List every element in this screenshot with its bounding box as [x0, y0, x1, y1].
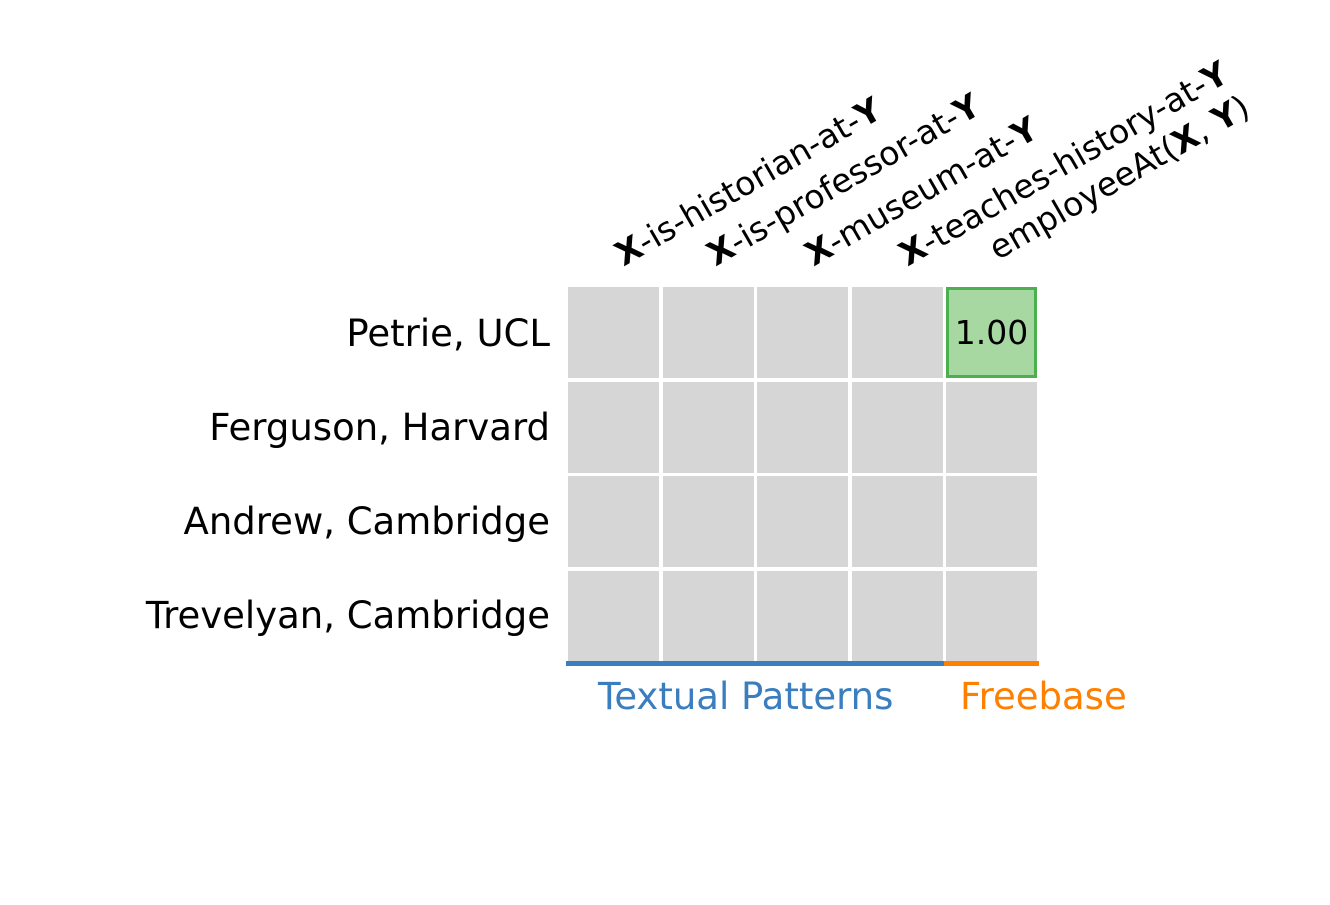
matrix-cell-r1-c2: [757, 382, 848, 473]
matrix-cell-r1-c1: [663, 382, 754, 473]
matrix-cell-r3-c3: [852, 571, 943, 662]
textual-patterns-bar: [566, 661, 944, 666]
row-label-1: Ferguson, Harvard: [209, 406, 550, 449]
matrix-cell-r2-c4: [946, 476, 1037, 567]
matrix-cell-r3-c0: [568, 571, 659, 662]
freebase-label: Freebase: [960, 675, 1127, 718]
row-label-0: Petrie, UCL: [346, 312, 550, 355]
matrix-cell-r0-c3: [852, 287, 943, 378]
matrix-cell-r3-c2: [757, 571, 848, 662]
matrix-cell-r0-c2: [757, 287, 848, 378]
matrix-cell-r2-c1: [663, 476, 754, 567]
matrix-cell-r0-c1: [663, 287, 754, 378]
freebase-bar: [944, 661, 1039, 666]
matrix-cell-r1-c0: [568, 382, 659, 473]
row-label-2: Andrew, Cambridge: [183, 500, 550, 543]
matrix-cell-r1-c3: [852, 382, 943, 473]
matrix-cell-r2-c0: [568, 476, 659, 567]
matrix-cell-r0-c4: 1.00: [946, 287, 1037, 378]
matrix-cell-r3-c1: [663, 571, 754, 662]
matrix-cell-r3-c4: [946, 571, 1037, 662]
textual-patterns-label: Textual Patterns: [598, 675, 894, 718]
row-label-3: Trevelyan, Cambridge: [145, 594, 550, 637]
matrix-cell-r0-c0: [568, 287, 659, 378]
matrix-cell-value: 1.00: [954, 313, 1029, 352]
matrix-cell-r2-c2: [757, 476, 848, 567]
matrix-cell-r2-c3: [852, 476, 943, 567]
matrix-cell-r1-c4: [946, 382, 1037, 473]
